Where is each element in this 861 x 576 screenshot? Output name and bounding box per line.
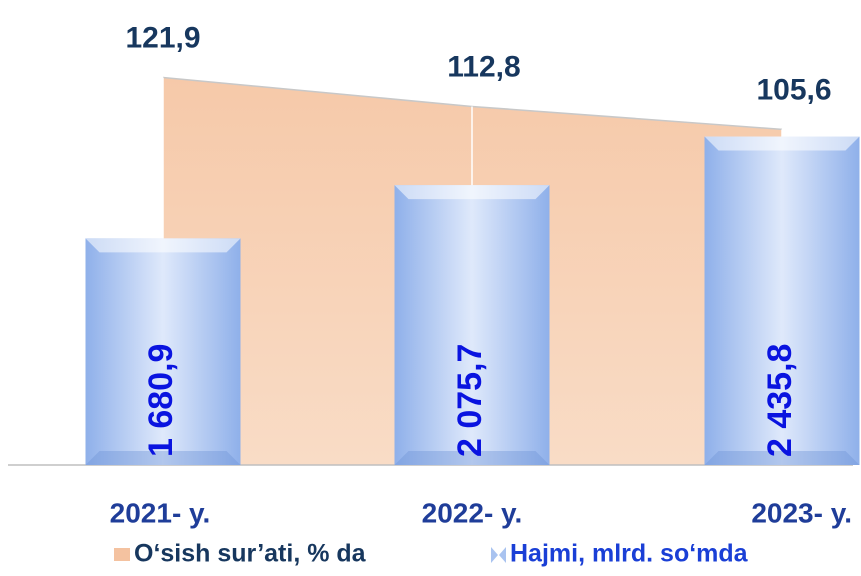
legend-swatch xyxy=(114,548,130,561)
bar xyxy=(704,136,860,465)
bar-group xyxy=(85,238,241,465)
legend-label: Hajmi, mlrd. so‘mda xyxy=(510,540,749,568)
bar-bevel xyxy=(394,185,550,200)
x-tick-label: 2022- y. xyxy=(422,497,523,528)
bar-bevel xyxy=(394,451,550,465)
bar-bevel xyxy=(704,451,860,465)
area-line xyxy=(162,76,783,131)
x-tick-label: 2023- y. xyxy=(751,497,852,528)
data-label: 2 435,8 xyxy=(761,344,799,457)
bar xyxy=(394,185,550,465)
bar-bevel xyxy=(704,136,860,151)
x-tick-label: 2021- y. xyxy=(110,497,211,528)
bar-bevel xyxy=(85,451,241,465)
data-label: 1 680,9 xyxy=(142,344,180,457)
bar-bevel xyxy=(85,238,241,253)
data-label: 112,8 xyxy=(447,50,520,83)
bar xyxy=(85,238,241,465)
legend-swatch xyxy=(499,547,506,563)
data-label: 105,6 xyxy=(756,73,831,106)
legend-label: O‘sish sur’ati, % da xyxy=(134,540,367,568)
data-label: 2 075,7 xyxy=(451,344,489,457)
legend-swatch xyxy=(491,547,498,563)
data-label: 121,9 xyxy=(125,21,200,54)
bar-group xyxy=(394,185,550,465)
bar-group xyxy=(704,136,860,465)
